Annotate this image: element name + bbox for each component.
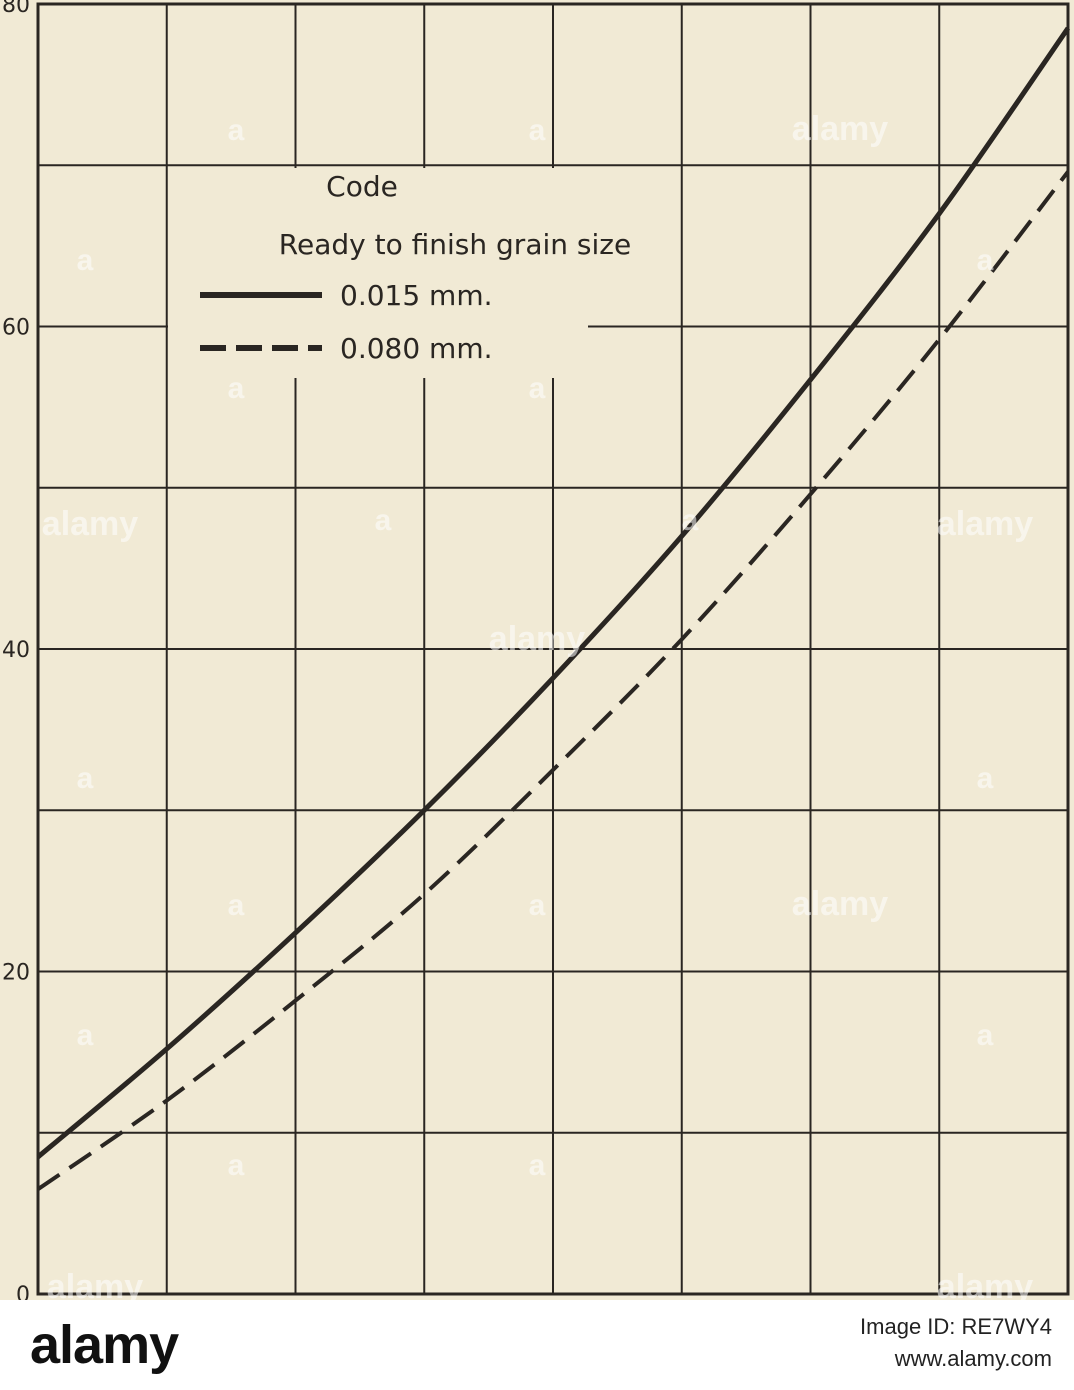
y-tick-labels: 80 60 40 20 0 [2, 0, 30, 1300]
watermark-letter: a [682, 504, 699, 537]
watermark-letter: a [375, 504, 392, 537]
grid-lines [36, 2, 1070, 1296]
watermark-letter: a [77, 762, 94, 795]
y-tick-label: 20 [2, 961, 30, 986]
watermark-letter: a [228, 1149, 245, 1182]
y-tick-label: 80 [2, 0, 30, 18]
legend-background [168, 168, 588, 378]
series-lines [36, 26, 1071, 1191]
watermark-letter: a [77, 1019, 94, 1052]
chart: 80 60 40 20 0 Code Ready to finish grain siz… [2, 0, 1071, 1300]
legend: Code Ready to finish grain size 0.015 mm… [168, 168, 631, 378]
watermark-letter: a [529, 1149, 546, 1182]
legend-title-line1: Code [326, 170, 398, 203]
watermark-letter: a [228, 889, 245, 922]
watermark-letter: a [977, 1019, 994, 1052]
watermark-text: alamy [792, 885, 888, 923]
watermark-text: alamy [792, 110, 888, 148]
watermark-letter: a [977, 244, 994, 277]
watermark-letter: a [529, 372, 546, 405]
watermark-letter: a [228, 372, 245, 405]
y-tick-label: 40 [2, 638, 30, 663]
watermark-letter: a [77, 244, 94, 277]
series-line-1 [36, 26, 1071, 1159]
watermark-letter: a [529, 889, 546, 922]
plot-frame [36, 2, 1070, 1296]
footer-url: www.alamy.com [894, 1346, 1052, 1371]
watermark-letter: a [529, 114, 546, 147]
watermark-letter: a [228, 114, 245, 147]
watermark-text: alamy [42, 505, 138, 543]
y-tick-label: 60 [2, 316, 30, 341]
watermark-text: alamy [47, 1268, 143, 1300]
watermark-text: alamy [937, 1268, 1033, 1300]
legend-title-line2: Ready to finish grain size [279, 228, 631, 261]
legend-label-series-2: 0.080 mm. [340, 332, 493, 365]
footer-bar: alamy Image ID: RE7WY4 www.alamy.com [0, 1300, 1074, 1390]
footer-image-id: Image ID: RE7WY4 [860, 1314, 1052, 1339]
y-tick-label: 0 [16, 1283, 30, 1300]
watermark-text: alamy [489, 620, 585, 658]
legend-label-series-1: 0.015 mm. [340, 279, 493, 312]
series-line-2 [36, 170, 1070, 1191]
footer-logo: alamy [30, 1315, 179, 1375]
watermark: alamy alamy alamy alamy alamy alamy alam… [42, 110, 1033, 1300]
watermark-text: alamy [937, 505, 1033, 543]
watermark-letter: a [977, 762, 994, 795]
